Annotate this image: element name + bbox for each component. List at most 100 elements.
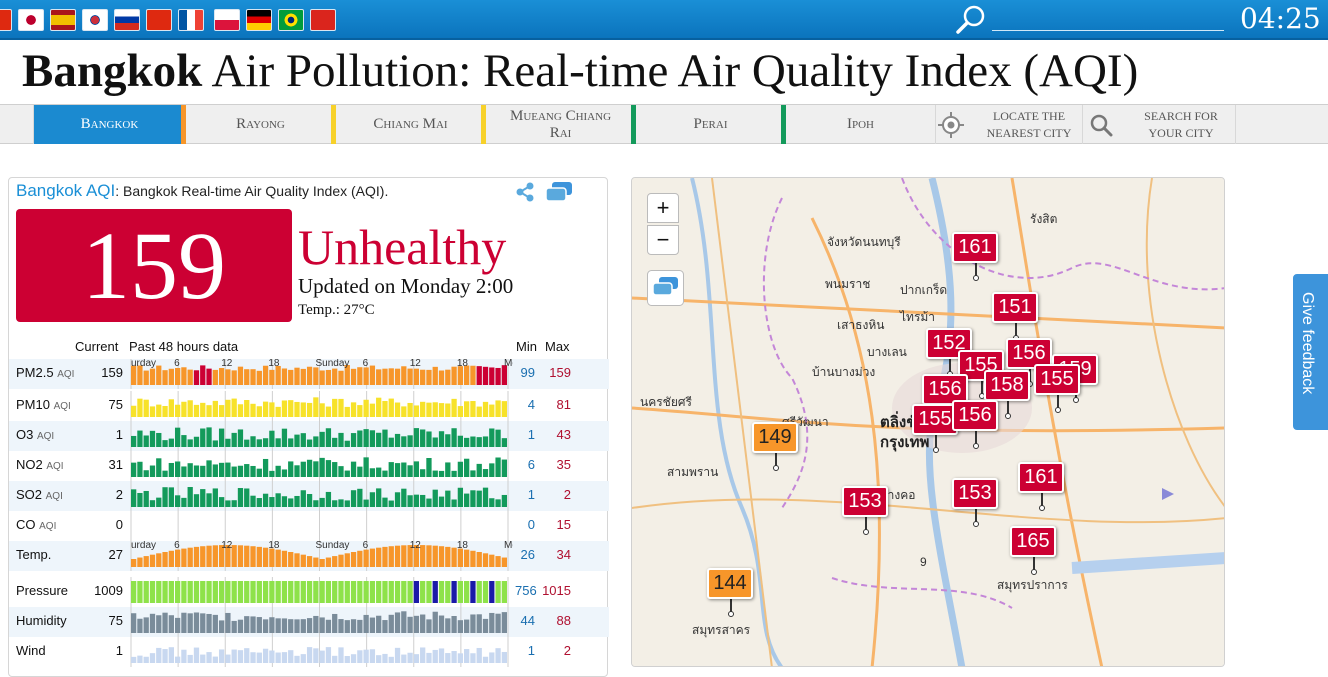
spark-bar [313, 461, 319, 477]
history-sparkline[interactable] [126, 421, 513, 451]
tab-chiang-mai[interactable]: Chiang Mai [336, 105, 486, 144]
spark-bar [376, 467, 382, 477]
tab-ipoh[interactable]: Ipoh [786, 105, 936, 144]
spark-bar [306, 366, 313, 385]
zoom-in-button[interactable]: + [647, 193, 679, 223]
city-aqi-link[interactable]: Bangkok AQI [16, 181, 116, 200]
station-marker[interactable]: 158 [984, 370, 1030, 401]
row-unit: AQI [46, 461, 64, 472]
station-marker[interactable]: 155 [912, 404, 958, 435]
spark-bar [344, 500, 350, 507]
history-sparkline[interactable] [126, 511, 513, 541]
spark-bar [357, 619, 363, 633]
station-marker[interactable]: 156 [1006, 338, 1052, 369]
history-sparkline[interactable] [126, 607, 513, 637]
station-marker[interactable]: 165 [1010, 526, 1056, 557]
flag-hongkong-icon[interactable] [146, 9, 172, 31]
spark-bar [313, 500, 319, 507]
row-current: 159 [101, 365, 123, 380]
station-marker[interactable]: 155 [1034, 364, 1080, 395]
flag-spain-icon[interactable] [50, 9, 76, 31]
spark-bar [413, 615, 420, 633]
history-sparkline[interactable]: urday 6 12 18 Sunday 6 12 18 Monday [126, 541, 513, 571]
history-sparkline[interactable] [126, 577, 513, 607]
spark-bar [200, 465, 206, 477]
row-current: 2 [115, 487, 123, 502]
spark-bar [388, 500, 394, 507]
spark-bar [149, 465, 156, 477]
layers-icon[interactable] [544, 180, 574, 204]
spark-bar [394, 545, 401, 567]
flag-poland-icon[interactable] [214, 9, 240, 31]
give-feedback-button[interactable]: Give feedback [1291, 272, 1328, 432]
tab-bangkok[interactable]: Bangkok [34, 105, 186, 144]
spark-bar [174, 367, 181, 385]
flag-korea-icon[interactable] [82, 9, 108, 31]
map-place-label: ไทรม้า [900, 310, 936, 324]
station-marker[interactable]: 144 [707, 568, 753, 599]
spark-bar [357, 405, 363, 417]
locate-city-button[interactable]: Locate the nearest city [935, 105, 1083, 144]
spark-bar [445, 462, 451, 477]
spark-bar [401, 462, 407, 477]
spark-bar [432, 489, 438, 507]
flag-germany-icon[interactable] [246, 9, 272, 31]
spark-bar [344, 365, 350, 385]
axis-tick-label: 12 [221, 541, 233, 551]
feedback-label: Give feedback [1299, 292, 1316, 395]
spark-bar [413, 654, 420, 663]
zoom-out-button[interactable]: − [647, 225, 679, 255]
spark-bar [237, 488, 244, 507]
spark-bar [413, 368, 420, 385]
spark-bar [489, 404, 495, 417]
station-marker[interactable]: 153 [842, 486, 888, 517]
history-sparkline[interactable] [126, 637, 513, 667]
row-label: Wind [16, 643, 46, 658]
flag-france-icon[interactable] [178, 9, 204, 31]
spark-bar [168, 368, 174, 385]
spark-bar [445, 490, 451, 507]
flag-brazil-icon[interactable] [278, 9, 304, 31]
flag-russia-icon[interactable] [114, 9, 140, 31]
spark-bar [470, 470, 476, 477]
share-icon[interactable] [514, 181, 536, 203]
spark-bar [325, 369, 332, 385]
station-marker[interactable]: 161 [952, 232, 998, 263]
search-city-button[interactable]: Search for your city [1083, 105, 1236, 144]
row-unit: AQI [39, 521, 57, 532]
flag-japan-icon[interactable] [18, 9, 44, 31]
search-input[interactable] [992, 30, 1224, 31]
spark-bar [313, 397, 319, 417]
spark-bar [187, 487, 193, 507]
station-marker[interactable]: 151 [992, 292, 1038, 323]
station-marker[interactable]: 149 [752, 422, 798, 453]
station-marker[interactable]: 161 [1018, 462, 1064, 493]
tab-perai[interactable]: Perai [636, 105, 786, 144]
map-layers-icon[interactable] [647, 270, 684, 306]
history-sparkline[interactable]: urday 6 12 18 Sunday 6 12 18 Monday [126, 359, 513, 389]
aqi-map[interactable]: + − รังสิต จังหวัดนนทบุรี ปากเกร็ด พนมราช ไท… [631, 177, 1225, 667]
spark-bar [156, 365, 162, 385]
current-header: Current [75, 339, 119, 354]
flag-vietnam-icon[interactable] [310, 9, 336, 31]
station-marker[interactable]: 153 [952, 478, 998, 509]
spark-bar [401, 611, 407, 633]
tab-mueang-chiang-rai[interactable]: Mueang Chiang Rai [486, 105, 636, 144]
spark-bar [294, 655, 300, 663]
tab-level-bar [181, 105, 186, 144]
row-name: SO2 AQI [16, 487, 63, 502]
spark-bar [288, 400, 294, 417]
history-sparkline[interactable] [126, 391, 513, 421]
spark-bar [438, 581, 445, 603]
history-sparkline[interactable] [126, 451, 513, 481]
spark-bar [187, 547, 193, 567]
tab-rayong[interactable]: Rayong [186, 105, 336, 144]
history-sparkline[interactable] [126, 481, 513, 511]
search-icon[interactable] [955, 4, 989, 36]
spark-bar [363, 581, 369, 603]
station-marker[interactable]: 156 [952, 400, 998, 431]
map-place-label: สมุทรปราการ [997, 578, 1068, 592]
flag-china-icon[interactable] [0, 9, 12, 31]
spark-bar [388, 368, 394, 385]
marker-dot [973, 275, 979, 281]
